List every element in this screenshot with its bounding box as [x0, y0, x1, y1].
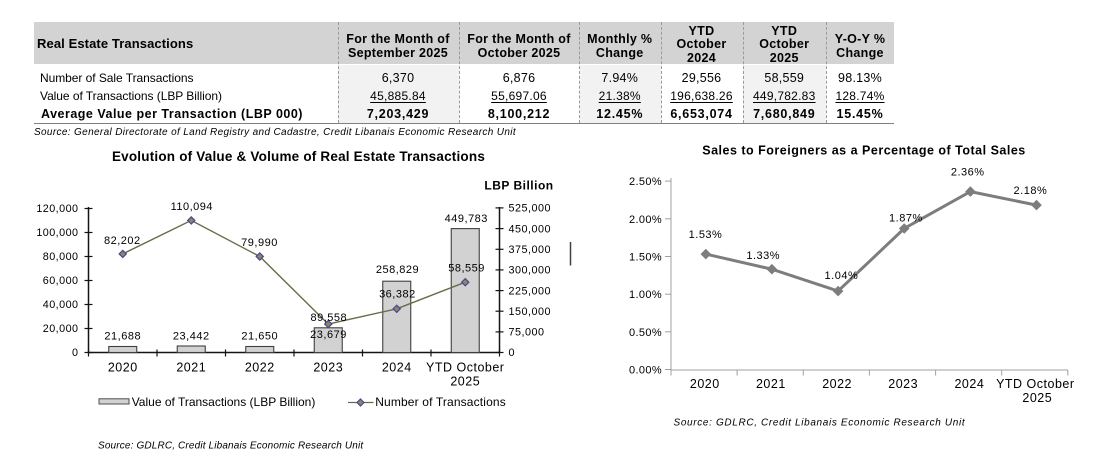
svg-text:2021: 2021 — [176, 361, 206, 375]
svg-text:Evolution of Value & Volume of: Evolution of Value & Volume of Real Esta… — [112, 149, 485, 164]
svg-text:2024: 2024 — [382, 361, 412, 375]
svg-text:2.18%: 2.18% — [1014, 185, 1048, 197]
svg-text:1.04%: 1.04% — [825, 270, 859, 282]
svg-text:100,000: 100,000 — [36, 227, 78, 239]
svg-text:36,382: 36,382 — [379, 289, 416, 301]
svg-text:2020: 2020 — [690, 377, 720, 391]
svg-text:80,000: 80,000 — [43, 251, 79, 263]
svg-text:150,000: 150,000 — [509, 306, 552, 318]
svg-text:2.00%: 2.00% — [629, 214, 662, 226]
svg-text:1.87%: 1.87% — [889, 213, 923, 225]
svg-text:1.00%: 1.00% — [629, 289, 662, 301]
svg-text:110,094: 110,094 — [171, 201, 213, 213]
svg-text:58,559: 58,559 — [448, 262, 485, 274]
svg-text:2.50%: 2.50% — [629, 176, 662, 188]
svg-text:450,000: 450,000 — [509, 223, 552, 235]
svg-text:21,650: 21,650 — [241, 331, 278, 343]
svg-text:75,000: 75,000 — [509, 327, 545, 339]
svg-text:2022: 2022 — [245, 361, 275, 375]
svg-text:20,000: 20,000 — [43, 323, 79, 335]
svg-text:21,688: 21,688 — [104, 331, 141, 343]
svg-text:1.53%: 1.53% — [689, 229, 723, 241]
svg-text:Sales to Foreigners as a Perce: Sales to Foreigners as a Percentage of T… — [702, 144, 1026, 158]
svg-text:Source: GDLRC, Credit Libanais: Source: GDLRC, Credit Libanais Economic … — [98, 440, 364, 451]
svg-text:2022: 2022 — [822, 377, 852, 391]
svg-text:2025: 2025 — [450, 375, 480, 389]
svg-text:23,679: 23,679 — [310, 329, 347, 341]
svg-text:Source: GDLRC, Credit Libanais: Source: GDLRC, Credit Libanais Economic … — [674, 417, 966, 428]
svg-text:1.33%: 1.33% — [746, 250, 780, 262]
svg-text:0.00%: 0.00% — [629, 365, 662, 377]
svg-text:60,000: 60,000 — [43, 275, 79, 287]
svg-text:2024: 2024 — [954, 377, 984, 391]
svg-text:40,000: 40,000 — [43, 299, 79, 311]
svg-text:1.50%: 1.50% — [629, 252, 662, 264]
svg-text:0.50%: 0.50% — [629, 327, 662, 339]
svg-text:525,000: 525,000 — [509, 203, 552, 215]
svg-text:2023: 2023 — [313, 361, 343, 375]
svg-text:YTD October: YTD October — [426, 361, 504, 375]
svg-text:449,783: 449,783 — [445, 213, 488, 225]
svg-text:82,202: 82,202 — [104, 235, 141, 247]
svg-text:Value of Transactions (LBP Bil: Value of Transactions (LBP Billion) — [132, 395, 316, 409]
svg-text:2025: 2025 — [1022, 391, 1052, 405]
svg-text:LBP Billion: LBP Billion — [484, 179, 553, 193]
svg-text:79,990: 79,990 — [241, 237, 278, 249]
svg-text:0: 0 — [509, 347, 516, 359]
svg-text:0: 0 — [72, 347, 78, 359]
svg-text:375,000: 375,000 — [509, 244, 552, 256]
svg-text:23,442: 23,442 — [173, 331, 210, 343]
svg-text:300,000: 300,000 — [509, 265, 552, 277]
svg-text:120,000: 120,000 — [36, 203, 78, 215]
svg-text:Number of Transactions: Number of Transactions — [375, 395, 506, 409]
svg-text:2023: 2023 — [888, 377, 918, 391]
svg-text:YTD October: YTD October — [996, 377, 1074, 391]
svg-text:2020: 2020 — [108, 361, 138, 375]
svg-text:258,829: 258,829 — [376, 264, 419, 276]
svg-text:225,000: 225,000 — [509, 285, 552, 297]
svg-text:2021: 2021 — [756, 377, 786, 391]
svg-text:89,558: 89,558 — [310, 312, 347, 324]
svg-text:2.36%: 2.36% — [951, 166, 985, 178]
